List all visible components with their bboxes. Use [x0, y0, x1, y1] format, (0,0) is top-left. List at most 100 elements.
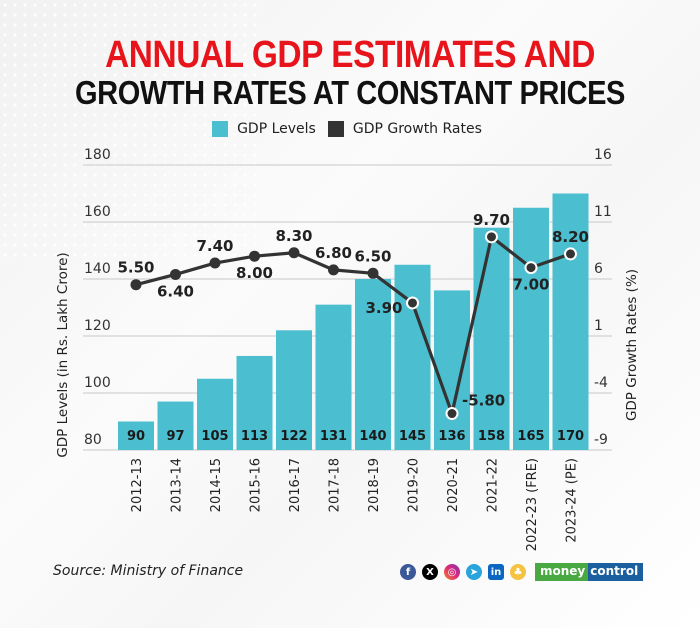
moneycontrol-logo[interactable]: money control — [535, 563, 644, 581]
growth-point — [445, 407, 459, 421]
bar-value-label: 90 — [127, 429, 145, 444]
legend: GDP Levels GDP Growth Rates — [0, 121, 700, 137]
bar — [276, 330, 312, 450]
bar — [315, 304, 352, 450]
x-tick-label: 2014-15 — [209, 458, 224, 512]
bar-value-label: 113 — [241, 429, 268, 444]
x-axis-ticks: 2012-13 2013-14 2014-15 2015-16 2016-17 2017-… — [130, 458, 580, 551]
bar-value-label: 122 — [280, 429, 307, 444]
bar-value-label: 165 — [517, 429, 544, 444]
bar — [157, 401, 194, 450]
brand-part1: money — [535, 563, 589, 581]
bar-value-label: 105 — [201, 429, 228, 444]
bar-value-label: 131 — [320, 429, 347, 444]
growth-point — [485, 230, 498, 244]
growth-value-label: 7.00 — [512, 276, 549, 294]
x-icon[interactable]: X — [422, 564, 438, 580]
growth-value-label: 6.80 — [315, 244, 352, 262]
linkedin-icon[interactable]: in — [488, 564, 504, 580]
growth-point — [328, 264, 339, 276]
growth-point — [249, 250, 260, 262]
telegram-icon[interactable]: ➤ — [466, 564, 482, 580]
x-tick-label: 2012-13 — [130, 458, 145, 512]
growth-value-label: 6.40 — [157, 282, 194, 300]
growth-value-label: 8.00 — [236, 264, 273, 282]
legend-swatch-gdp-levels — [212, 121, 229, 137]
growth-point — [170, 268, 181, 280]
social-links: f X ◎ ➤ in ♣ money control — [400, 563, 644, 581]
bar-value-label: 136 — [438, 429, 465, 444]
x-tick-label: 2020-21 — [446, 458, 461, 512]
bar-value-label: 170 — [557, 429, 584, 444]
growth-value-label: 9.70 — [473, 211, 510, 229]
bar-value-label: 145 — [399, 429, 426, 444]
growth-point — [367, 267, 379, 279]
bar — [513, 207, 549, 450]
legend-item-gdp-levels: GDP Levels — [212, 121, 316, 137]
left-axis-label: GDP Levels (in Rs. Lakh Crore) — [55, 252, 71, 457]
left-tick-label: 100 — [84, 375, 111, 391]
bar — [118, 421, 154, 450]
left-tick-label: 80 — [84, 432, 102, 448]
right-tick-label: 11 — [594, 204, 612, 220]
growth-point — [564, 247, 577, 261]
growth-point — [406, 296, 419, 310]
left-axis-ticks: 80 100 120 140 160 180 — [84, 147, 111, 448]
x-tick-label: 2023-24 (PE) — [565, 458, 580, 543]
x-tick-label: 2017-18 — [328, 458, 343, 512]
growth-point — [209, 257, 221, 269]
growth-value-label: 3.90 — [365, 299, 402, 317]
growth-point — [130, 279, 142, 291]
bar — [473, 227, 510, 450]
growth-value-label: -5.80 — [462, 392, 505, 410]
facebook-icon[interactable]: f — [400, 564, 416, 580]
growth-point — [524, 261, 538, 275]
right-tick-label: 1 — [594, 318, 603, 334]
instagram-icon[interactable]: ◎ — [444, 564, 460, 580]
growth-point — [288, 247, 300, 259]
legend-swatch-gdp-growth — [327, 121, 344, 137]
x-tick-label: 2016-17 — [288, 458, 303, 512]
x-tick-label: 2015-16 — [249, 458, 264, 512]
right-tick-label: -9 — [594, 432, 608, 448]
bar-value-label: 140 — [359, 429, 386, 444]
legend-label-gdp-growth: GDP Growth Rates — [352, 121, 482, 137]
left-tick-label: 180 — [84, 147, 111, 163]
growth-value-label: 8.30 — [275, 227, 312, 245]
right-tick-label: 16 — [594, 147, 612, 163]
x-tick-label: 2013-14 — [170, 458, 185, 512]
brand-part2: control — [588, 563, 644, 581]
growth-value-label: 5.50 — [117, 259, 154, 277]
left-tick-label: 120 — [84, 318, 111, 334]
x-tick-label: 2019-20 — [407, 458, 422, 512]
bar-value-labels: 90 97 105 113 122 131 140 145 136 158 165 170 — [127, 429, 584, 444]
bar-series-gdp-levels — [118, 193, 589, 450]
source-note: Source: Ministry of Finance — [53, 563, 244, 579]
growth-value-label: 6.50 — [354, 247, 391, 265]
snapchat-icon[interactable]: ♣ — [510, 564, 526, 580]
left-tick-label: 160 — [84, 204, 111, 220]
legend-item-gdp-growth: GDP Growth Rates — [327, 121, 482, 137]
bar — [197, 378, 233, 450]
legend-label-gdp-levels: GDP Levels — [237, 121, 316, 137]
bar-value-label: 158 — [478, 429, 505, 444]
chart-title-line1: ANNUAL GDP ESTIMATES AND — [105, 34, 595, 76]
bar — [236, 355, 273, 450]
x-tick-label: 2022-23 (FRE) — [525, 458, 540, 551]
growth-value-label: 8.20 — [552, 228, 589, 246]
bar — [552, 193, 589, 450]
left-tick-label: 140 — [84, 261, 111, 277]
right-tick-label: 6 — [594, 261, 603, 277]
bar-value-label: 97 — [166, 429, 184, 444]
x-tick-label: 2018-19 — [367, 458, 382, 512]
line-series-gdp-growth: 5.506.40 7.408.00 8.306.80 6.50 3.90 -5.80 9.7… — [117, 211, 589, 421]
growth-value-label: 7.40 — [196, 237, 233, 255]
bar — [355, 279, 391, 450]
right-tick-label: -4 — [594, 375, 608, 391]
right-axis-label: GDP Growth Rates (%) — [624, 269, 640, 421]
growth-line — [135, 235, 572, 416]
bar — [434, 290, 470, 450]
x-tick-label: 2021-22 — [486, 458, 501, 512]
